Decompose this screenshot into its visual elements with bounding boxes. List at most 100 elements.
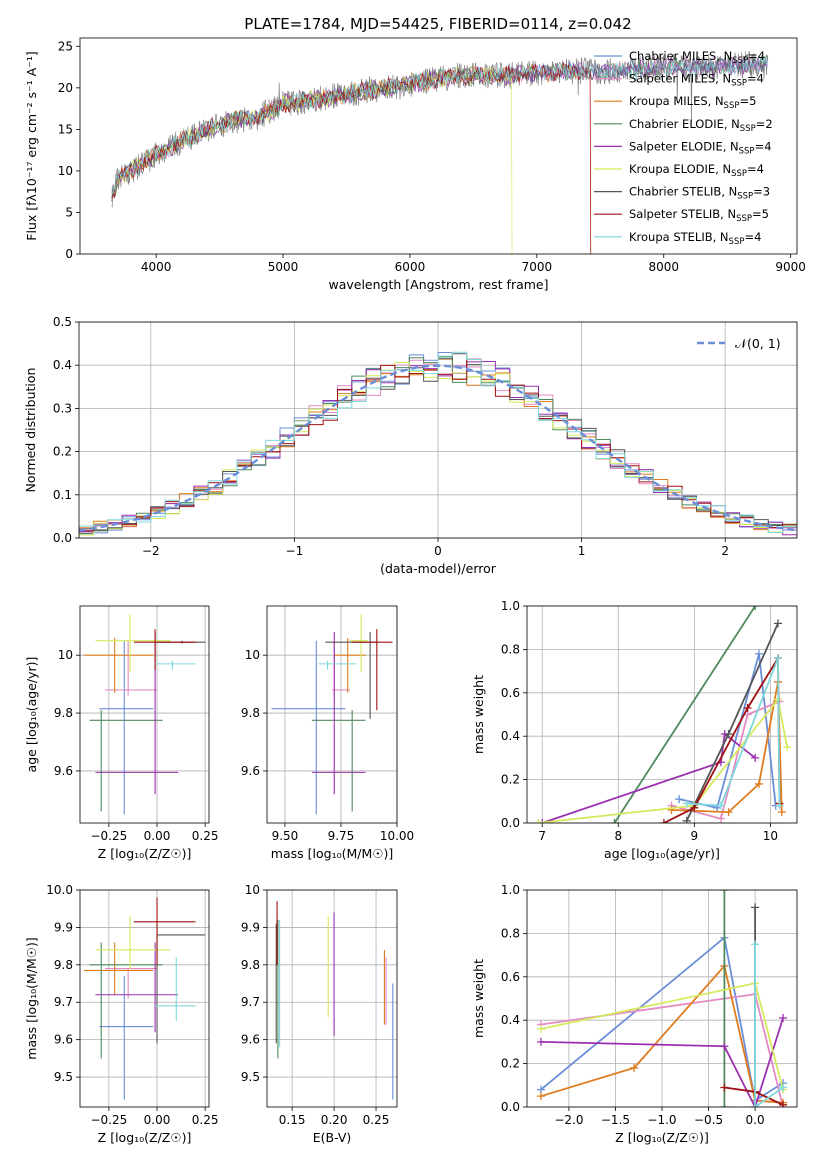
y-tick-label: 9.9: [54, 920, 73, 934]
axes: 9.50 9.75 10.00 9.6 9.8 10 mass [log₁₀(M/M☉)]: [241, 605, 414, 861]
x-tick-label: 8000: [648, 260, 679, 274]
x-axis-label: wavelength [Angstrom, rest frame]: [328, 277, 548, 292]
y-tick-label: 20: [58, 81, 73, 95]
data-point-marker: [751, 1103, 760, 1107]
legend-entry: Salpeter STELIB, NSSP=5: [629, 207, 769, 224]
x-tick-label: 0.20: [321, 1113, 348, 1127]
x-axis-label: mass [log₁₀(M/M☉)]: [271, 846, 393, 861]
x-tick-label: 4000: [141, 260, 172, 274]
x-tick-label: 5000: [268, 260, 299, 274]
y-tick-label: 9.9: [241, 920, 260, 934]
x-axis-label: age [log₁₀(age/yr)]: [604, 846, 720, 861]
y-tick-label: 10: [245, 883, 260, 897]
plot-frame: [266, 889, 398, 1108]
data-point-marker: [536, 1024, 545, 1033]
y-tick-label: 0.2: [501, 773, 520, 787]
model-spectrum-salpeter-elodie: [111, 56, 769, 194]
y-tick-label: 10.0: [46, 883, 73, 897]
mass-weight-line: [663, 654, 781, 823]
mass-weight-line: [538, 697, 788, 823]
x-axis-label: Z [log₁₀(Z/Z☉)]: [98, 1130, 192, 1145]
plot-data: [534, 606, 792, 823]
x-axis-label: Z [log₁₀(Z/Z☉)]: [98, 846, 192, 861]
age-vs-mass-panel: 9.50 9.75 10.00 9.6 9.8 10 mass [log₁₀(M/M☉)]: [241, 605, 414, 861]
y-tick-label: 15: [58, 122, 73, 136]
x-tick-label: 0.00: [144, 1113, 171, 1127]
data-point-marker: [682, 799, 691, 808]
model-spectrum-salpeter-stelib: [111, 62, 592, 254]
data-point-marker: [536, 1092, 545, 1101]
x-tick-label: 2: [721, 544, 729, 558]
data-point-marker: [775, 801, 784, 810]
data-point-marker: [751, 940, 760, 949]
data-point-marker: [720, 1042, 729, 1051]
data-point-marker: [779, 1083, 788, 1092]
mass-weight-line: [540, 936, 784, 1102]
mass-vs-metallicity-panel: −0.25 0.00 0.25 9.5 9.6 9.7 9.8 9.9 10.0 Z [log₁₀…: [24, 883, 219, 1145]
y-tick-label: 0.6: [501, 970, 520, 984]
y-tick-label: 0.4: [501, 1013, 520, 1027]
y-tick-label: 9.8: [241, 958, 260, 972]
y-tick-label: 9.6: [241, 1033, 260, 1047]
y-tick-label: 10: [58, 648, 73, 662]
y-tick-label: 0: [65, 247, 73, 261]
legend-entry: Chabrier ELODIE, NSSP=2: [629, 117, 773, 134]
data-point-marker: [690, 803, 699, 812]
plot-data: [271, 614, 393, 815]
model-spectrum-kroupa-stelib: [111, 55, 769, 194]
mass-weight-vs-age-panel: 7 8 9 10 0.0 0.2 0.4 0.6 0.8 1.0 age [log₁₀(age/yr…: [471, 599, 798, 861]
y-tick-label: 9.6: [54, 1033, 73, 1047]
plot-data: [111, 51, 769, 254]
y-tick-label: 1.0: [501, 599, 520, 613]
axes: −2.0 −1.5 −1.0 −0.5 0.0 0.0 0.2 0.4 0.6 0.8 1.0 Z […: [471, 883, 798, 1145]
x-tick-label: −0.25: [90, 1113, 127, 1127]
data-point-marker: [751, 753, 760, 762]
data-point-marker: [779, 1014, 788, 1023]
y-tick-label: 0.6: [501, 686, 520, 700]
grid-lines: [80, 606, 209, 823]
x-tick-label: −0.5: [694, 1113, 723, 1127]
axes: −0.25 0.00 0.25 9.5 9.6 9.7 9.8 9.9 10.0 Z [log₁₀…: [24, 883, 219, 1145]
y-tick-label: 9.7: [241, 995, 260, 1009]
residual-histogram-panel: −2 −1 0 1 2 0.0 0.1 0.2 0.3 0.4 0.5 (data-model)/er…: [23, 315, 798, 576]
plot-data: [83, 614, 206, 815]
x-tick-label: 0.25: [192, 829, 219, 843]
x-tick-label: 0.25: [363, 1113, 390, 1127]
data-point-marker: [716, 814, 725, 823]
x-tick-label: 0.0: [746, 1113, 765, 1127]
plot-data: [78, 351, 798, 536]
normal-distribution-curve: [78, 364, 798, 532]
plot-frame: [79, 889, 210, 1108]
data-point-marker: [724, 808, 733, 817]
y-tick-label: 0.0: [53, 531, 72, 545]
y-tick-label: 9.8: [54, 706, 73, 720]
y-tick-label: 0.8: [501, 642, 520, 656]
data-point-marker: [773, 654, 782, 663]
mass-weight-line: [613, 606, 756, 823]
y-tick-label: 0.3: [53, 401, 72, 415]
x-tick-label: 0: [434, 544, 442, 558]
x-tick-label: 9.75: [328, 829, 355, 843]
plot-frame: [79, 605, 210, 824]
model-spectrum-chabrier-elodie: [111, 54, 769, 199]
data-point-marker: [675, 795, 684, 804]
data-point-marker: [720, 890, 729, 894]
x-tick-label: 6000: [395, 260, 426, 274]
mass-weight-line: [671, 700, 780, 820]
legend-entry: Kroupa MILES, NSSP=5: [629, 94, 756, 111]
y-tick-label: 9.5: [241, 1070, 260, 1084]
mass-weight-line: [541, 732, 756, 823]
axes: −2 −1 0 1 2 0.0 0.1 0.2 0.3 0.4 0.5 (data-model)/er…: [23, 315, 798, 576]
y-tick-label: 25: [58, 39, 73, 53]
y-tick-label: 0.2: [53, 445, 72, 459]
y-tick-label: 0.1: [53, 488, 72, 502]
legend: Chabrier MILES, NSSP=4 Salpeter MILES, NS…: [594, 49, 773, 247]
legend-entry: Kroupa STELIB, NSSP=4: [629, 230, 761, 247]
y-axis-label: mass weight: [471, 675, 486, 754]
data-point-marker: [754, 649, 763, 658]
age-vs-metallicity-panel: −0.25 0.00 0.25 9.6 9.8 10 Z [log₁₀(Z/Z☉)] age …: [24, 605, 219, 861]
legend-entry: Salpeter ELODIE, NSSP=4: [629, 139, 772, 156]
y-axis-label: age [log₁₀(age/yr)]: [24, 657, 39, 773]
x-tick-label: −0.25: [90, 829, 127, 843]
legend-entry: Salpeter MILES, NSSP=4: [629, 72, 764, 89]
